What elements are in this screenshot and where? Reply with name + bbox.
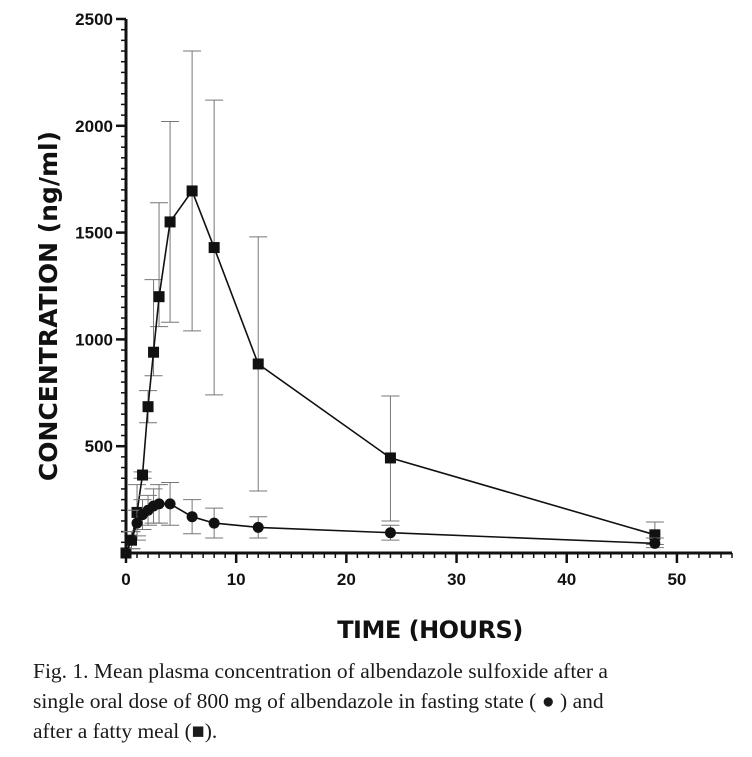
data-point-circle <box>384 527 396 539</box>
y-tick-label: 1000 <box>75 330 113 349</box>
data-point-square <box>252 358 264 370</box>
data-point-circle <box>164 498 176 510</box>
data-point-circle <box>153 498 165 510</box>
y-tick-label: 2000 <box>75 117 113 136</box>
data-point-circle <box>208 517 220 529</box>
y-tick-label: 1500 <box>75 224 113 243</box>
x-tick-label: 30 <box>447 570 466 589</box>
data-point-square <box>153 291 165 303</box>
x-tick-label: 20 <box>337 570 356 589</box>
data-point-square <box>137 469 149 481</box>
data-point-square <box>384 452 396 464</box>
data-point-circle <box>131 517 143 529</box>
figure-caption: Fig. 1. Mean plasma concentration of alb… <box>33 656 745 746</box>
data-point-square <box>164 216 176 228</box>
x-tick-label: 40 <box>557 570 576 589</box>
x-tick-label: 0 <box>121 570 130 589</box>
axes: 0 10 20 30 40 50 500 1000 1500 2000 2500 <box>75 10 733 589</box>
data-point-circle <box>252 521 264 533</box>
y-tick-label: 500 <box>85 437 113 456</box>
data-point-square <box>142 401 154 413</box>
data-point-circle <box>186 511 198 523</box>
series-circle <box>120 482 664 559</box>
series-layer <box>120 50 664 559</box>
y-tick-label: 2500 <box>75 10 113 29</box>
data-point-square <box>208 242 220 254</box>
caption-line-1: Fig. 1. Mean plasma concentration of alb… <box>33 659 608 683</box>
data-point-circle <box>120 547 132 559</box>
data-point-circle <box>126 534 138 546</box>
x-tick-label: 10 <box>227 570 246 589</box>
caption-line-2: single oral dose of 800 mg of albendazol… <box>33 689 604 713</box>
data-point-square <box>649 529 661 541</box>
series-square <box>120 50 664 559</box>
x-tick-label: 50 <box>667 570 686 589</box>
caption-line-3: after a fatty meal (■). <box>33 719 218 743</box>
x-axis-title: TIME (HOURS) <box>337 616 523 644</box>
data-point-square <box>148 346 160 358</box>
concentration-time-chart: 0 10 20 30 40 50 500 1000 1500 2000 2500 CONCENTRA… <box>34 10 733 644</box>
data-point-square <box>186 185 198 197</box>
data-point-circle <box>649 537 661 549</box>
y-axis-title: CONCENTRATION (ng/ml) <box>34 131 63 481</box>
